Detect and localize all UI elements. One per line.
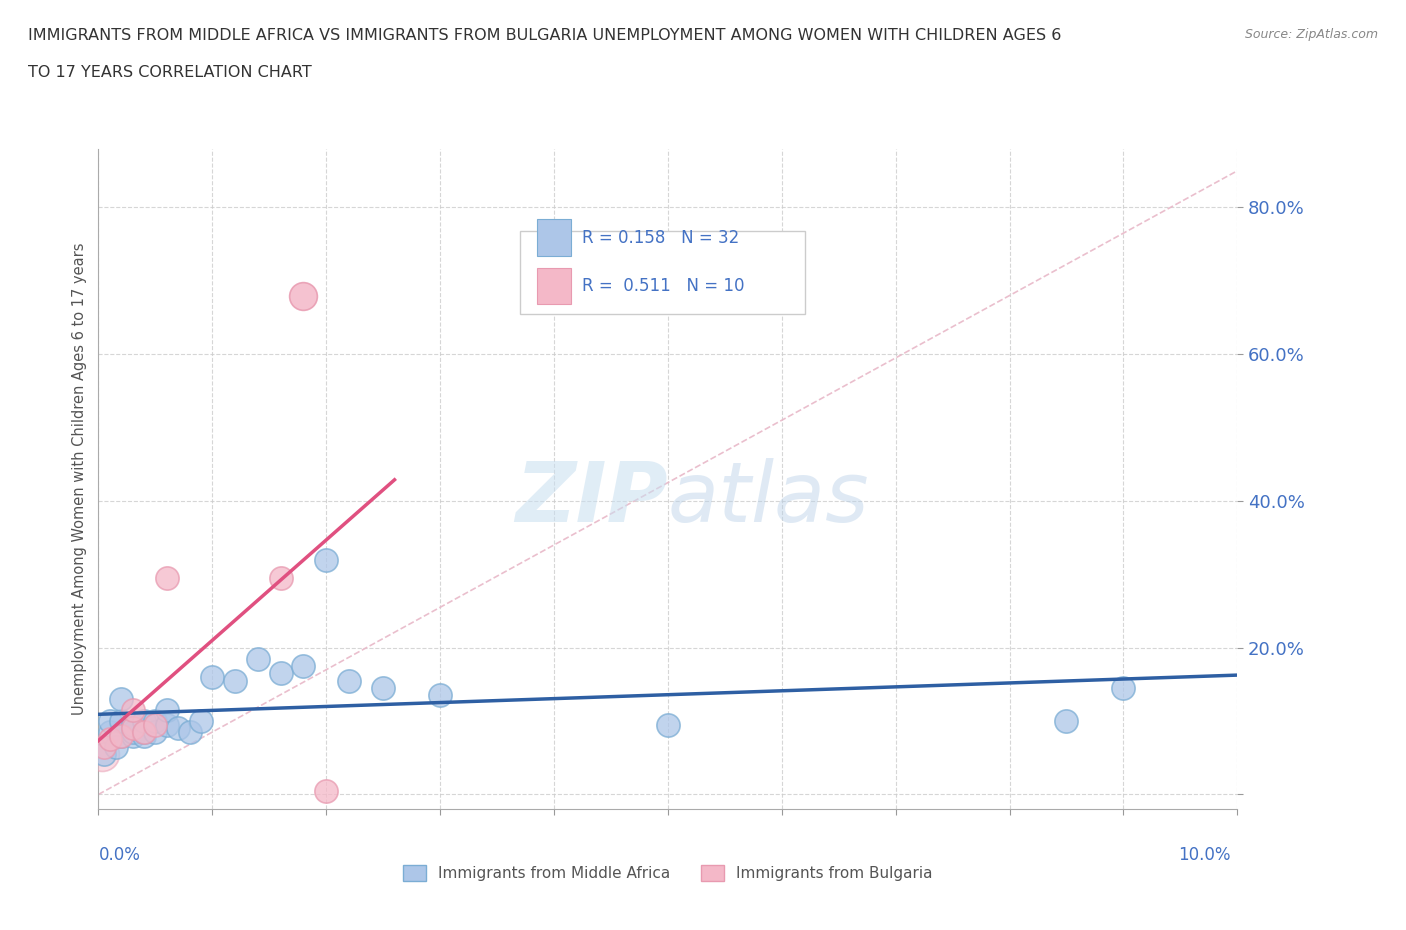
Point bbox=[132, 724, 155, 739]
Point bbox=[270, 571, 292, 586]
Point bbox=[1112, 681, 1135, 696]
Point bbox=[270, 666, 292, 681]
Point bbox=[121, 728, 143, 743]
Point bbox=[121, 721, 143, 736]
Text: R = 0.158   N = 32: R = 0.158 N = 32 bbox=[582, 229, 740, 247]
FancyBboxPatch shape bbox=[537, 268, 571, 304]
Point bbox=[190, 713, 212, 728]
FancyBboxPatch shape bbox=[537, 219, 571, 256]
Point bbox=[132, 728, 155, 743]
Point bbox=[110, 728, 132, 743]
Point bbox=[1056, 713, 1078, 728]
Point bbox=[315, 783, 337, 798]
Point bbox=[201, 670, 224, 684]
Point bbox=[98, 724, 121, 739]
Point bbox=[104, 739, 127, 754]
Point bbox=[145, 717, 167, 732]
Y-axis label: Unemployment Among Women with Children Ages 6 to 17 years: Unemployment Among Women with Children A… bbox=[72, 243, 87, 715]
Text: 10.0%: 10.0% bbox=[1178, 846, 1230, 864]
FancyBboxPatch shape bbox=[520, 232, 804, 314]
Text: TO 17 YEARS CORRELATION CHART: TO 17 YEARS CORRELATION CHART bbox=[28, 65, 312, 80]
Point bbox=[121, 717, 143, 732]
Point bbox=[429, 688, 451, 703]
Point bbox=[337, 673, 360, 688]
Text: R =  0.511   N = 10: R = 0.511 N = 10 bbox=[582, 277, 745, 295]
Text: Source: ZipAtlas.com: Source: ZipAtlas.com bbox=[1244, 28, 1378, 41]
Legend: Immigrants from Middle Africa, Immigrants from Bulgaria: Immigrants from Middle Africa, Immigrant… bbox=[396, 859, 939, 887]
Point bbox=[110, 692, 132, 707]
Point bbox=[121, 724, 143, 739]
Point bbox=[156, 717, 179, 732]
Point bbox=[98, 713, 121, 728]
Point bbox=[292, 288, 315, 303]
Text: ZIP: ZIP bbox=[515, 458, 668, 539]
Point bbox=[98, 732, 121, 747]
Point bbox=[132, 724, 155, 739]
Point bbox=[315, 552, 337, 567]
Text: 0.0%: 0.0% bbox=[98, 846, 141, 864]
Point bbox=[93, 747, 115, 762]
Point bbox=[93, 739, 115, 754]
Point bbox=[292, 658, 315, 673]
Point bbox=[373, 681, 395, 696]
Point bbox=[110, 728, 132, 743]
Point bbox=[246, 651, 269, 666]
Text: IMMIGRANTS FROM MIDDLE AFRICA VS IMMIGRANTS FROM BULGARIA UNEMPLOYMENT AMONG WOM: IMMIGRANTS FROM MIDDLE AFRICA VS IMMIGRA… bbox=[28, 28, 1062, 43]
Point bbox=[156, 703, 179, 718]
Point bbox=[657, 717, 679, 732]
Point bbox=[121, 703, 143, 718]
Point bbox=[90, 747, 112, 762]
Point bbox=[145, 713, 167, 728]
Point bbox=[224, 673, 246, 688]
Point bbox=[156, 571, 179, 586]
Point bbox=[167, 721, 190, 736]
Point bbox=[110, 713, 132, 728]
Point bbox=[132, 713, 155, 728]
Point bbox=[145, 724, 167, 739]
Text: atlas: atlas bbox=[668, 458, 869, 539]
Point bbox=[179, 724, 201, 739]
